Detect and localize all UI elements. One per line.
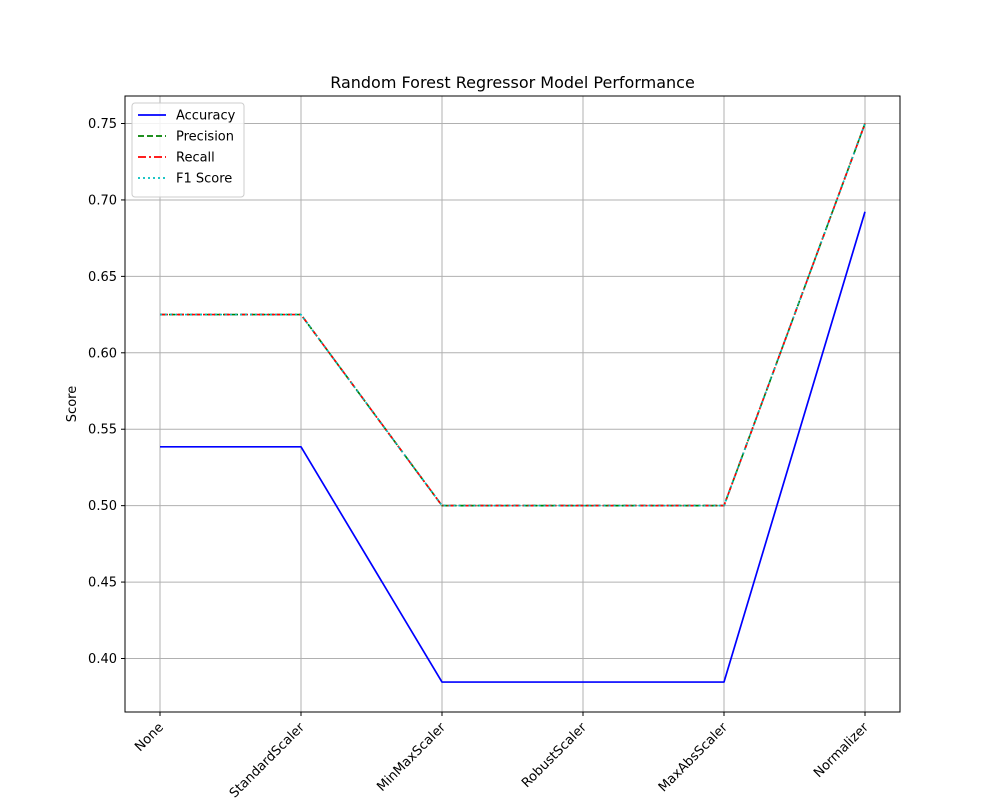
y-tick-label: 0.45 (88, 576, 117, 591)
grid (125, 96, 900, 712)
series-line-accuracy (160, 211, 866, 683)
y-axis-ticks: 0.40 0.45 0.50 0.55 0.60 0.65 0.70 0.75 (88, 117, 125, 667)
x-axis-ticks: None StandardScaler MinMaxScaler RobustScal… (132, 712, 872, 801)
legend-box (131, 102, 245, 198)
x-tick-label: RobustScaler (519, 720, 590, 791)
x-tick-label: Normalizer (811, 720, 872, 781)
legend-label: Accuracy (176, 109, 236, 124)
x-tick-label: StandardScaler (227, 720, 308, 800)
legend: Accuracy Precision Recall F1 Score (131, 102, 245, 198)
x-tick-label: MinMaxScaler (374, 720, 449, 795)
chart-title: Random Forest Regressor Model Performanc… (330, 73, 695, 92)
series-line-f1-score (160, 123, 866, 507)
x-tick-label: MaxAbsScaler (656, 720, 731, 795)
y-tick-label: 0.60 (88, 346, 117, 361)
legend-label: Recall (176, 151, 215, 166)
series-lines (160, 123, 866, 683)
y-tick-label: 0.55 (88, 423, 117, 438)
y-axis-label: Score (65, 386, 80, 422)
plot-frame (124, 95, 901, 713)
legend-label: Precision (176, 130, 234, 145)
y-tick-label: 0.40 (88, 652, 117, 667)
y-tick-label: 0.50 (88, 499, 117, 514)
series-line-recall (160, 123, 866, 507)
legend-label: F1 Score (176, 172, 232, 187)
x-tick-label: None (132, 720, 167, 755)
y-tick-label: 0.70 (88, 193, 117, 208)
y-tick-label: 0.65 (88, 270, 117, 285)
y-tick-label: 0.75 (88, 117, 117, 132)
